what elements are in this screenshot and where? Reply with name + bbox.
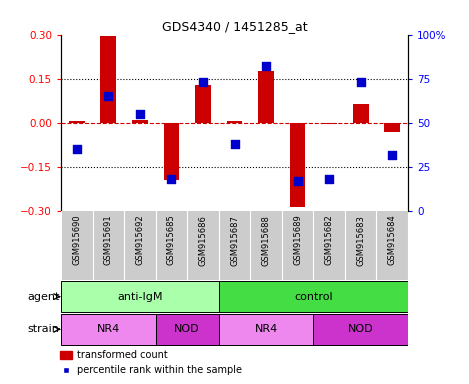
Text: GSM915685: GSM915685 [167,215,176,265]
Point [199,79,207,85]
Text: GSM915687: GSM915687 [230,215,239,265]
Bar [100,36,116,123]
Point [388,152,396,158]
Text: GSM915689: GSM915689 [293,215,302,265]
Title: GDS4340 / 1451285_at: GDS4340 / 1451285_at [162,20,307,33]
Bar [353,104,369,123]
Text: NR4: NR4 [254,324,278,334]
Point [167,176,175,182]
Bar [290,123,305,207]
Text: agent: agent [27,291,60,302]
Bar [156,314,219,345]
Text: NR4: NR4 [97,324,120,334]
Bar [61,314,156,345]
Point [325,176,333,182]
Text: GSM915688: GSM915688 [262,215,271,265]
Text: GSM915692: GSM915692 [136,215,144,265]
Bar [195,84,211,123]
Text: GSM915683: GSM915683 [356,215,365,265]
Bar [385,123,400,132]
Text: GSM915686: GSM915686 [198,215,207,265]
Point [73,146,81,152]
Bar [321,123,337,124]
Bar [132,120,148,123]
Text: control: control [294,291,333,302]
Point [136,111,144,117]
Text: GSM915684: GSM915684 [388,215,397,265]
Bar [164,123,179,180]
Point [231,141,238,147]
Text: NOD: NOD [174,324,200,334]
Point [262,63,270,70]
Text: GSM915682: GSM915682 [325,215,333,265]
Bar [61,281,219,312]
Bar [258,71,274,123]
Legend: transformed count, percentile rank within the sample: transformed count, percentile rank withi… [56,346,246,379]
Text: strain: strain [28,324,60,334]
Text: GSM915690: GSM915690 [72,215,81,265]
Point [105,93,112,99]
Bar [219,281,408,312]
Bar [219,314,313,345]
Bar [69,121,84,123]
Bar [313,314,408,345]
Point [294,178,302,184]
Text: anti-IgM: anti-IgM [117,291,163,302]
Point [357,79,364,85]
Bar [227,121,242,123]
Text: GSM915691: GSM915691 [104,215,113,265]
Text: NOD: NOD [348,324,373,334]
